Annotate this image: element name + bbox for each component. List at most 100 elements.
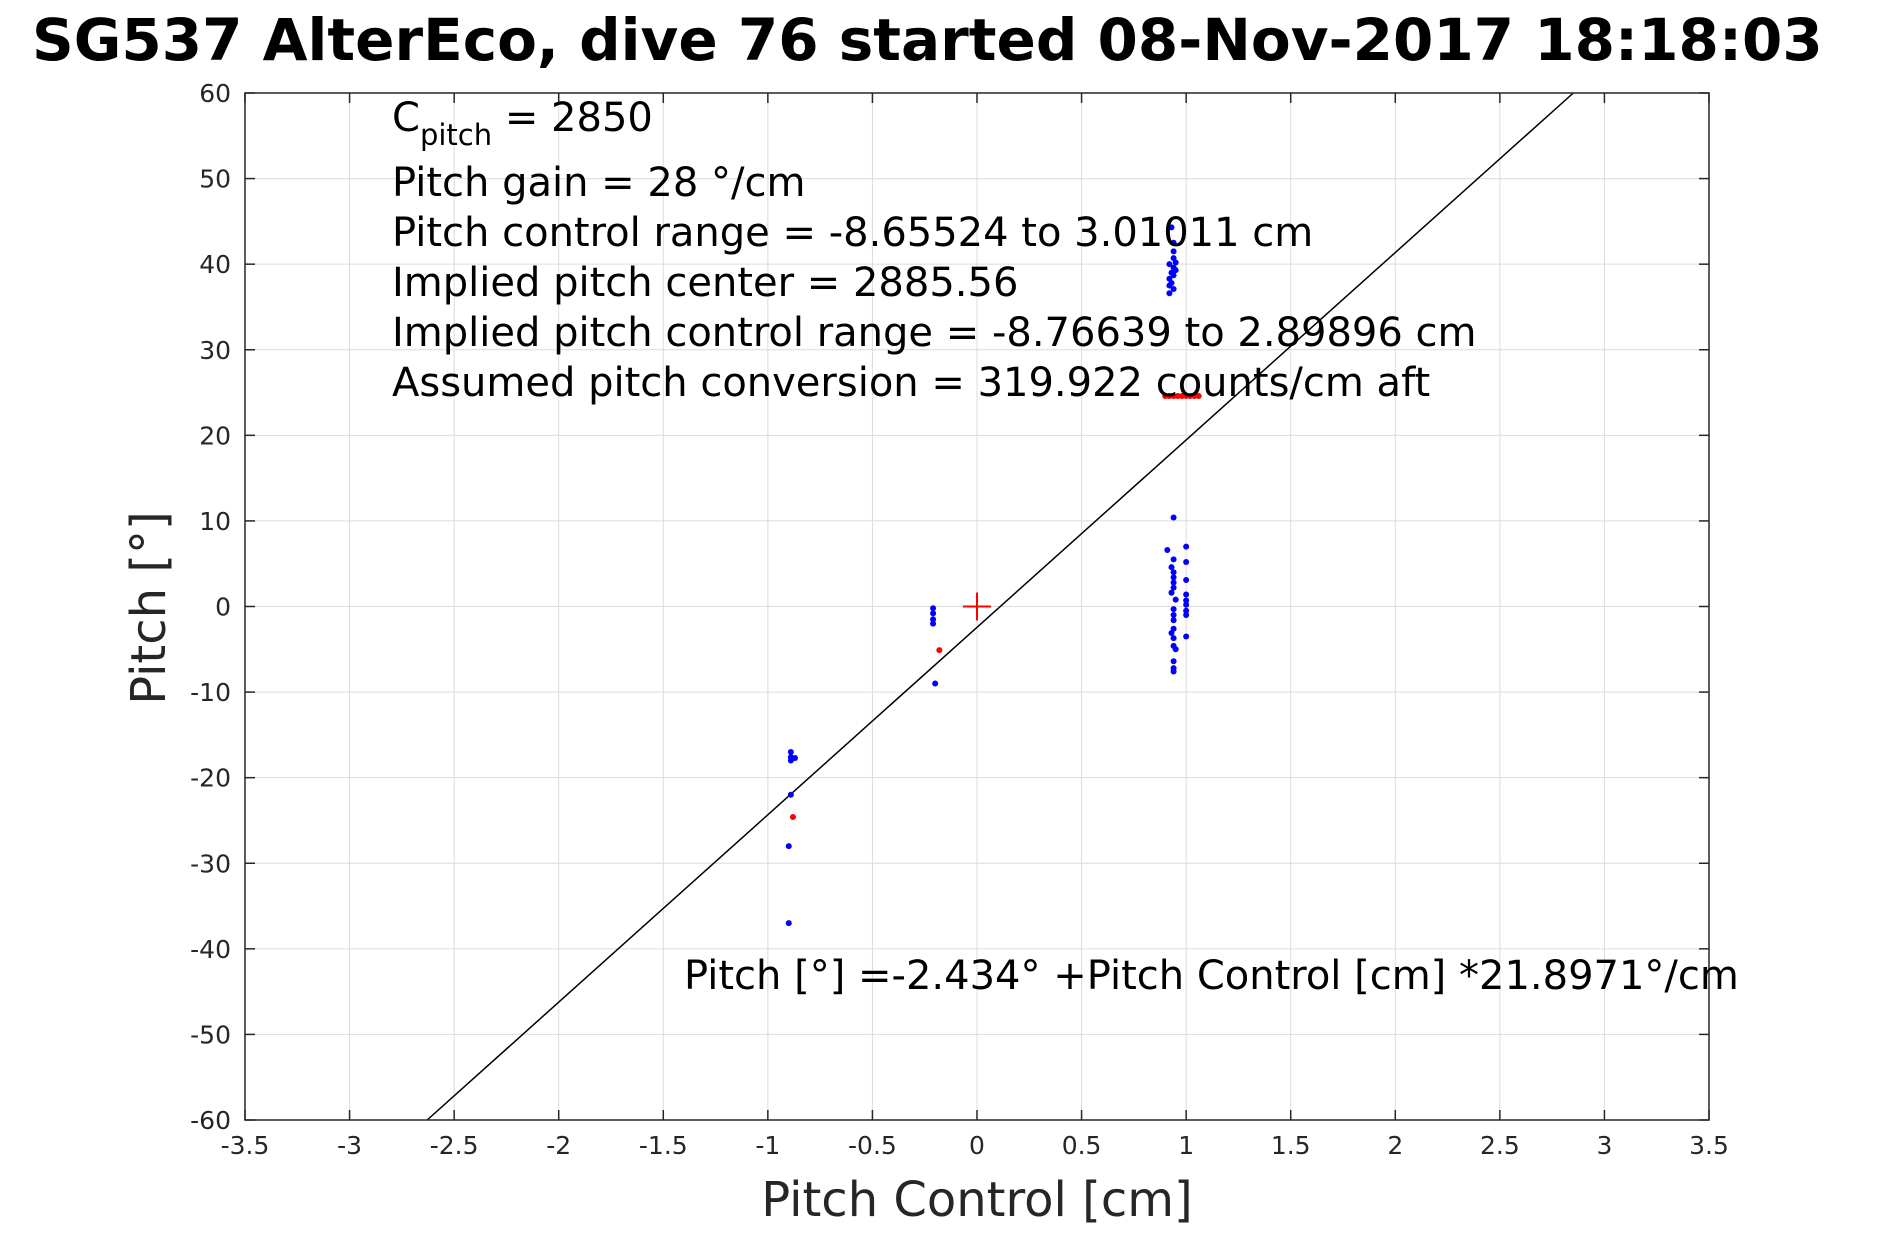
y-tick-label: -30 — [190, 849, 231, 878]
data-point-blue — [1166, 282, 1173, 289]
y-axis-ticks: 60 50 40 30 20 10 0 -10 -20 -30 -40 -50 -60 — [190, 79, 1709, 1135]
data-point-red — [1183, 392, 1190, 399]
pitch-control-range-annotation: Pitch control range = -8.65524 to 3.0101… — [392, 210, 1313, 256]
data-point-blue — [1170, 272, 1177, 279]
implied-pitch-control-range-annotation: Implied pitch control range = -8.76639 t… — [392, 310, 1476, 356]
data-point-blue — [1183, 576, 1190, 583]
y-tick-label: 40 — [199, 250, 231, 279]
x-tick-label: 2 — [1387, 1131, 1403, 1160]
x-tick-label: 3 — [1596, 1131, 1612, 1160]
data-point-blue — [1164, 547, 1171, 554]
x-tick-label: 3.5 — [1689, 1131, 1729, 1160]
x-tick-label: -0.5 — [848, 1131, 897, 1160]
data-point-blue — [1170, 635, 1177, 642]
data-point-blue — [787, 791, 794, 798]
data-points — [785, 224, 1202, 927]
data-point-blue — [1170, 574, 1177, 581]
x-tick-label: 2.5 — [1480, 1131, 1520, 1160]
data-point-blue — [1170, 556, 1177, 563]
x-tick-label: 0 — [969, 1131, 985, 1160]
x-tick-label: -2 — [546, 1131, 571, 1160]
data-point-red — [789, 814, 796, 821]
y-tick-label: -20 — [190, 764, 231, 793]
y-tick-label: -40 — [190, 935, 231, 964]
data-point-blue — [1183, 591, 1190, 598]
y-tick-label: -50 — [190, 1020, 231, 1049]
data-point-blue — [1183, 601, 1190, 608]
data-point-blue — [787, 757, 794, 764]
data-point-blue — [1183, 597, 1190, 604]
fit-line — [426, 92, 1574, 1121]
y-tick-label: 50 — [199, 165, 231, 194]
fit-line-layer — [426, 92, 1574, 1121]
data-point-blue — [1170, 239, 1177, 246]
data-point-blue — [1168, 589, 1175, 596]
x-tick-label: 1.5 — [1271, 1131, 1311, 1160]
data-point-red — [1195, 392, 1202, 399]
info-annotations: Cpitch = 2850 Pitch gain = 28 °/cm Pitch… — [392, 95, 1476, 406]
data-point-red — [1174, 392, 1181, 399]
y-tick-label: 30 — [199, 336, 231, 365]
data-point-blue — [1170, 612, 1177, 619]
y-tick-label: 0 — [215, 593, 231, 622]
data-point-blue — [1168, 224, 1175, 231]
chart-title: SG537 AlterEco, dive 76 started 08-Nov-2… — [32, 6, 1823, 74]
data-point-blue — [1170, 658, 1177, 665]
y-tick-label: 20 — [199, 421, 231, 450]
data-point-blue — [1170, 579, 1177, 586]
c-pitch-subscript: pitch — [420, 118, 492, 152]
data-point-blue — [1170, 584, 1177, 591]
data-point-blue — [1172, 596, 1179, 603]
data-point-blue — [930, 616, 937, 623]
data-point-blue — [1183, 633, 1190, 640]
data-point-blue — [1170, 569, 1177, 576]
center-marker-layer — [963, 592, 991, 621]
y-tick-label: 10 — [199, 507, 231, 536]
data-point-blue — [1172, 259, 1179, 266]
pitch-gain-annotation: Pitch gain = 28 °/cm — [392, 160, 805, 206]
y-tick-label: 60 — [199, 79, 231, 108]
data-point-blue — [932, 680, 939, 687]
x-axis-label: Pitch Control [cm] — [761, 1172, 1192, 1228]
x-tick-label: -3 — [337, 1131, 362, 1160]
data-point-blue — [1170, 248, 1177, 255]
data-point-red — [1162, 392, 1169, 399]
data-point-blue — [785, 920, 792, 927]
data-point-blue — [1170, 514, 1177, 521]
fit-equation-annotation: Pitch [°] =-2.434° +Pitch Control [cm] *… — [684, 953, 1739, 999]
data-point-blue — [1183, 558, 1190, 565]
data-point-blue — [1183, 543, 1190, 550]
data-point-blue — [1166, 261, 1173, 268]
x-tick-label: -1.5 — [639, 1131, 688, 1160]
data-point-red — [1170, 392, 1177, 399]
x-tick-label: -3.5 — [221, 1131, 270, 1160]
c-pitch-value: = 2850 — [492, 95, 653, 141]
c-pitch-annotation: Cpitch = 2850 — [392, 95, 653, 152]
x-tick-label: 1 — [1178, 1131, 1194, 1160]
data-point-blue — [930, 620, 937, 627]
assumed-pitch-conversion-annotation: Assumed pitch conversion = 319.922 count… — [392, 360, 1430, 406]
data-point-blue — [1170, 606, 1177, 613]
x-tick-label: 0.5 — [1062, 1131, 1102, 1160]
x-axis-ticks: -3.5 -3 -2.5 -2 -1.5 -1 -0.5 0 0.5 1 1.5 2 2.5 3 3.5 — [221, 93, 1729, 1160]
data-point-red — [1187, 392, 1194, 399]
data-point-blue — [930, 610, 937, 617]
implied-pitch-center-annotation: Implied pitch center = 2885.56 — [392, 260, 1018, 306]
data-point-red — [1178, 392, 1185, 399]
y-axis-label: Pitch [°] — [121, 511, 177, 705]
data-point-blue — [1168, 564, 1175, 571]
data-point-blue — [1172, 646, 1179, 653]
y-tick-label: -60 — [190, 1106, 231, 1135]
x-tick-label: -2.5 — [430, 1131, 479, 1160]
data-point-blue — [1170, 617, 1177, 624]
data-point-blue — [787, 748, 794, 755]
data-point-blue — [1183, 612, 1190, 619]
data-point-blue — [930, 605, 937, 612]
data-point-red — [1191, 392, 1198, 399]
data-point-blue — [1166, 290, 1173, 297]
data-point-blue — [785, 843, 792, 850]
data-point-blue — [1170, 668, 1177, 675]
x-tick-label: -1 — [755, 1131, 780, 1160]
y-tick-label: -10 — [190, 678, 231, 707]
